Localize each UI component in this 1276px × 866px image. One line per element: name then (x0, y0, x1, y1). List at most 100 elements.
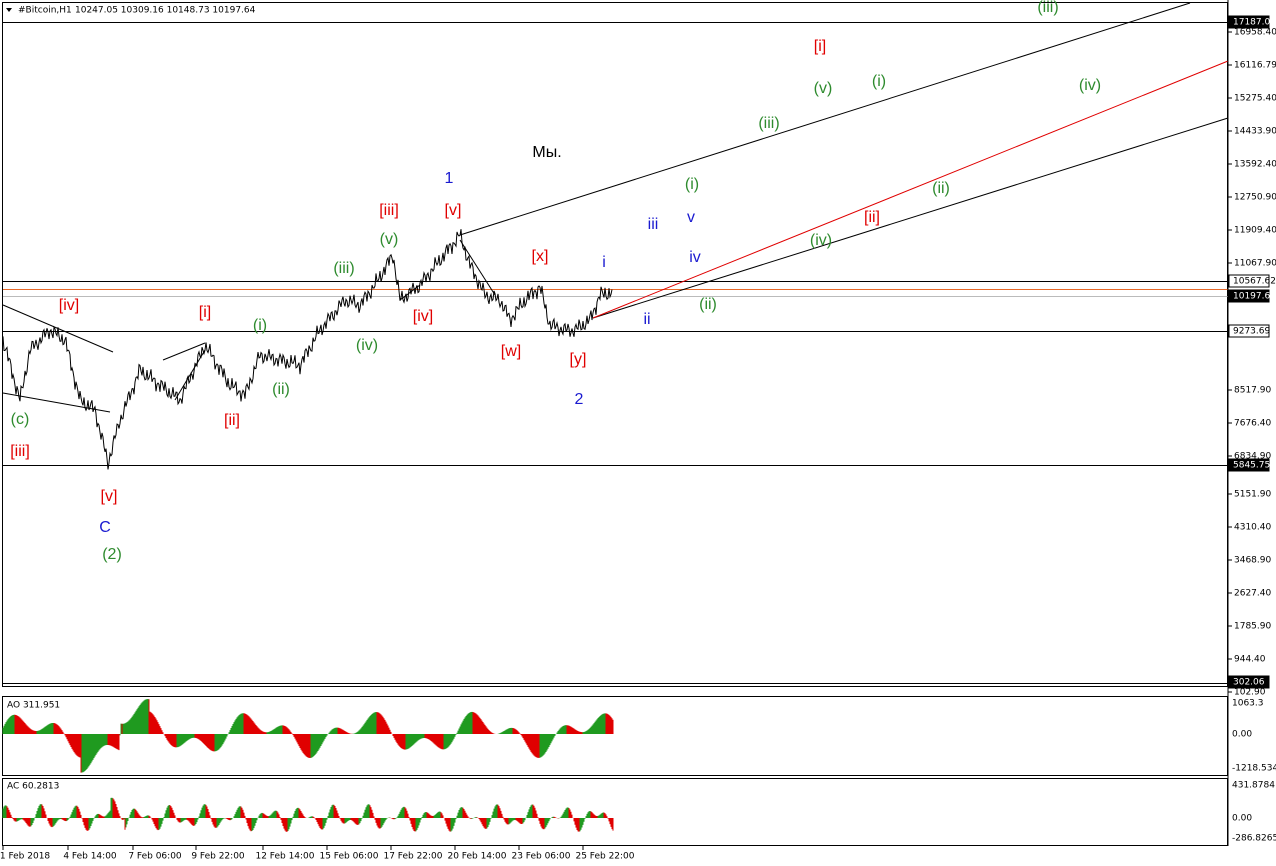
price-label: 944.40 (1234, 655, 1266, 665)
time-label: 12 Feb 14:00 (255, 852, 314, 862)
price-marker-box (1228, 274, 1270, 288)
wave-label: (c) (11, 411, 30, 428)
wave-label: [ii] (864, 209, 880, 226)
price-marker: 10567.62 (1233, 277, 1276, 287)
wave-label: ii (643, 311, 650, 328)
wave-label: (i) (685, 176, 699, 193)
wave-label: iii (648, 216, 659, 233)
channel-line (592, 60, 1229, 319)
wave-label: 2 (575, 391, 584, 408)
indicator-axis-label: -1218.534 (1232, 764, 1276, 774)
wave-label: (v) (380, 231, 399, 248)
wave-label: (iv) (1079, 77, 1101, 94)
wave-label: [i] (199, 304, 211, 321)
wave-label: [v] (101, 488, 118, 505)
quote: 10247.05 10309.16 10148.73 10197.64 (75, 6, 256, 16)
price-label: 14433.90 (1234, 127, 1276, 137)
wave-label: i (602, 254, 606, 271)
indicator-axis-label: 1063.3 (1232, 699, 1264, 709)
wave-label: 1 (445, 170, 454, 187)
trend-line (459, 239, 496, 296)
price-label: 5151.90 (1234, 490, 1271, 500)
time-label: 17 Feb 22:00 (383, 852, 442, 862)
wave-label: (ii) (699, 296, 717, 313)
wave-label: (iv) (810, 232, 832, 249)
ao-histogram (2, 699, 614, 773)
wave-label: v (687, 209, 695, 226)
price-marker: 5845.75 (1233, 461, 1270, 471)
time-label: 15 Feb 06:00 (319, 852, 378, 862)
wave-label: (iii) (1037, 0, 1058, 16)
symbol: #Bitcoin,H1 (18, 6, 72, 16)
time-label: 4 Feb 14:00 (63, 852, 117, 862)
wave-label: (i) (253, 317, 267, 334)
wave-label: (ii) (272, 381, 290, 398)
trend-line (174, 349, 206, 401)
wave-label: [iii] (379, 202, 399, 219)
wave-label: [v] (445, 202, 462, 219)
price-label: 13592.40 (1234, 160, 1276, 170)
price-label: 11909.40 (1234, 226, 1276, 236)
time-label: 23 Feb 06:00 (511, 852, 570, 862)
wave-label: (ii) (932, 180, 950, 197)
price-label: 11067.90 (1234, 259, 1276, 269)
wave-label: (v) (814, 80, 833, 97)
wave-label: [ii] (224, 412, 240, 429)
price-label: 8517.90 (1234, 386, 1271, 396)
indicator-axis-label: -286.8265 (1232, 834, 1276, 844)
time-label: 7 Feb 06:00 (128, 852, 182, 862)
wave-label: iv (689, 249, 701, 266)
wave-label: (2) (102, 546, 122, 563)
wave-label: [w] (501, 343, 521, 360)
price-marker-box (1228, 458, 1270, 472)
indicator-axis-label: 0.00 (1232, 814, 1252, 824)
wave-label: Мы. (532, 144, 561, 161)
wave-label: [x] (532, 248, 549, 265)
price-marker: 9273.69 (1233, 327, 1270, 337)
price-label: 4310.40 (1234, 523, 1271, 533)
time-label: 1 Feb 2018 (0, 852, 50, 862)
price-label: 102.90 (1234, 688, 1266, 698)
price-marker: 17187.03 (1233, 18, 1276, 28)
wave-label: [y] (570, 351, 587, 368)
price-marker-box (1228, 289, 1270, 303)
price-label: 16958.40 (1234, 28, 1276, 38)
wave-label: (iii) (333, 260, 354, 277)
price-marker: 302.06 (1233, 678, 1265, 688)
wave-label: C (99, 519, 111, 536)
wave-label: (iii) (758, 115, 779, 132)
price-label: 7676.40 (1234, 419, 1271, 429)
wave-label: [i] (814, 38, 826, 55)
price-label: 16116.79 (1234, 61, 1276, 71)
wave-label: [iii] (10, 443, 30, 460)
levels (3, 22, 1228, 684)
price-label: 2627.40 (1234, 589, 1271, 599)
time-label: 9 Feb 22:00 (191, 852, 245, 862)
menu-arrow[interactable] (6, 8, 12, 12)
price-label: 1785.90 (1234, 622, 1271, 632)
trend-line (162, 342, 206, 361)
indicator-axis-label: 0.00 (1232, 730, 1252, 740)
ac-title: AC 60.2813 (7, 782, 59, 792)
price-label: 12750.90 (1234, 193, 1276, 203)
ao-title: AO 311.951 (7, 701, 60, 711)
wave-label: [iv] (413, 308, 433, 325)
wave-label: (iv) (356, 337, 378, 354)
ac-histogram (2, 797, 614, 832)
price-marker: 10197.64 (1233, 292, 1276, 302)
channel-line (592, 117, 1229, 319)
indicator-axis-label: 431.8784 (1232, 781, 1275, 791)
price-marker-box (1228, 15, 1270, 29)
price-label: 3468.90 (1234, 556, 1271, 566)
price-label: 15275.40 (1234, 94, 1276, 104)
price-line (2, 229, 613, 470)
price-marker-box (1228, 324, 1270, 338)
wave-label: (i) (872, 73, 886, 90)
price-marker-box (1228, 675, 1270, 689)
price-label: 6834.90 (1234, 452, 1271, 462)
time-label: 25 Feb 22:00 (575, 852, 634, 862)
channel-line (459, 2, 1191, 236)
time-label: 20 Feb 14:00 (447, 852, 506, 862)
